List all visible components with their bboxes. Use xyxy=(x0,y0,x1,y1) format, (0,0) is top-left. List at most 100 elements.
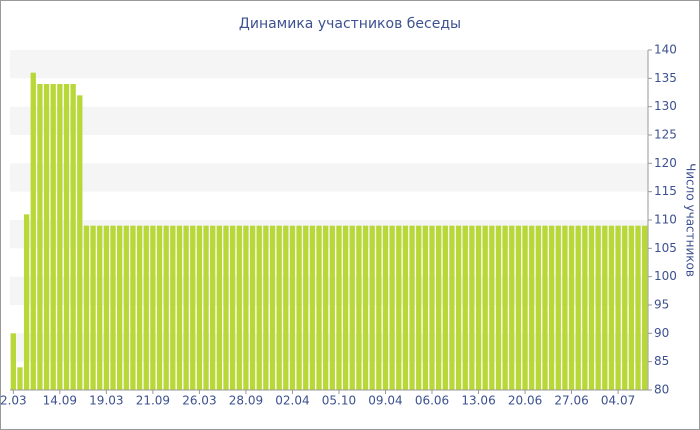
x-tick-label: 28.09 xyxy=(229,394,263,408)
bar xyxy=(136,225,143,390)
bar xyxy=(635,225,641,390)
bar xyxy=(156,225,163,390)
bar xyxy=(183,225,189,390)
bar xyxy=(329,225,335,390)
grid-band xyxy=(10,220,648,249)
grid-band xyxy=(10,163,648,192)
bar xyxy=(562,225,568,390)
bar xyxy=(602,225,608,390)
y-tick-label: 135 xyxy=(654,71,677,85)
y-tick-label: 130 xyxy=(654,99,677,113)
bar xyxy=(475,225,482,390)
bar xyxy=(43,84,50,390)
bar xyxy=(588,225,595,390)
bar xyxy=(429,225,435,390)
x-tick-label: 02.04 xyxy=(275,394,309,408)
bar xyxy=(309,225,316,390)
bar xyxy=(349,225,355,390)
bar xyxy=(469,225,475,390)
bar xyxy=(628,225,635,390)
bar xyxy=(529,225,535,390)
bar xyxy=(203,225,209,390)
bar xyxy=(90,225,96,390)
bar xyxy=(289,225,296,390)
y-tick-label: 80 xyxy=(654,383,669,397)
bar xyxy=(216,225,223,390)
bar xyxy=(210,225,216,390)
x-tick-label: 21.09 xyxy=(136,394,170,408)
bar xyxy=(110,225,116,390)
bar xyxy=(263,225,269,390)
x-tick-label: 14.09 xyxy=(43,394,77,408)
bar xyxy=(489,225,495,390)
bar xyxy=(83,225,90,390)
bar xyxy=(376,225,382,390)
bar xyxy=(449,225,455,390)
x-tick-label: 13.06 xyxy=(461,394,495,408)
bar xyxy=(568,225,575,390)
bar xyxy=(555,225,561,390)
bar xyxy=(542,225,548,390)
y-tick-label: 125 xyxy=(654,128,677,142)
bar xyxy=(442,225,448,390)
y-tick-label: 115 xyxy=(654,184,677,198)
bar xyxy=(495,225,502,390)
bar xyxy=(130,225,136,390)
bar xyxy=(515,225,522,390)
bar xyxy=(303,225,309,390)
bar xyxy=(615,225,621,390)
bar xyxy=(223,225,229,390)
bar xyxy=(595,225,601,390)
y-tick-label: 105 xyxy=(654,241,677,255)
bar xyxy=(435,225,442,390)
bar xyxy=(416,225,422,390)
y-tick-label: 95 xyxy=(654,298,669,312)
bar xyxy=(548,225,555,390)
bar xyxy=(77,95,83,390)
grid-band xyxy=(10,106,648,135)
bar xyxy=(342,225,349,390)
bar xyxy=(63,84,70,390)
y-tick-label: 100 xyxy=(654,269,677,283)
bar xyxy=(143,225,149,390)
bar xyxy=(642,225,648,390)
bar xyxy=(37,84,43,390)
bar xyxy=(229,225,236,390)
bar xyxy=(30,72,36,391)
bar xyxy=(236,225,242,390)
bar xyxy=(70,84,76,390)
bar xyxy=(522,225,528,390)
y-tick-label: 85 xyxy=(654,354,669,368)
bar xyxy=(123,225,129,390)
bar xyxy=(369,225,375,390)
bar xyxy=(276,225,282,390)
bar xyxy=(17,367,23,390)
bar xyxy=(176,225,183,390)
bar xyxy=(316,225,322,390)
bar xyxy=(10,333,16,390)
bar xyxy=(356,225,362,390)
y-tick-label: 120 xyxy=(654,156,677,170)
bar xyxy=(582,225,588,390)
bar xyxy=(509,225,515,390)
bar xyxy=(256,225,262,390)
bar xyxy=(535,225,542,390)
grid-band xyxy=(10,333,648,362)
y-tick-label: 110 xyxy=(654,213,677,227)
bar xyxy=(622,225,628,390)
bar xyxy=(396,225,402,390)
bar xyxy=(409,225,415,390)
bar xyxy=(455,225,462,390)
bar xyxy=(23,214,30,390)
grid-band xyxy=(10,276,648,305)
bar xyxy=(336,225,342,390)
y-axis-label: Число участников xyxy=(684,163,698,277)
bar xyxy=(296,225,302,390)
grid-band xyxy=(10,50,648,79)
x-tick-label: 27.06 xyxy=(554,394,588,408)
chart-title: Динамика участников беседы xyxy=(239,16,461,32)
bar xyxy=(170,225,176,390)
y-tick-label: 140 xyxy=(654,43,677,57)
bar xyxy=(50,84,56,390)
